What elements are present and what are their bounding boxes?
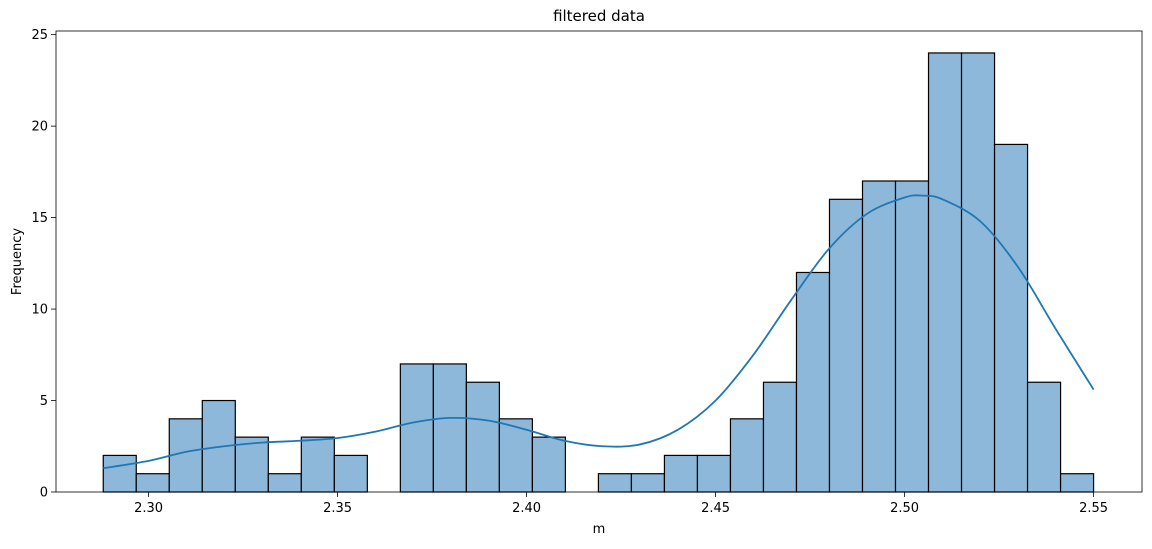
- x-axis-title: m: [593, 522, 606, 537]
- kde-layer: [103, 194, 1095, 470]
- x-tick-label: 2.45: [701, 501, 730, 516]
- histogram-bar: [300, 436, 335, 493]
- histogram-bar: [960, 52, 996, 493]
- x-tick-label: 2.55: [1079, 501, 1108, 516]
- x-axis: 2.30 2.35 2.40 2.45 2.50 2.55: [134, 492, 1108, 516]
- histogram-bar: [894, 180, 930, 493]
- histogram-bar: [696, 454, 732, 493]
- y-tick-label: 20: [31, 120, 48, 135]
- y-axis-title: Frequency: [10, 228, 25, 295]
- histogram-bar: [630, 473, 666, 493]
- x-tick-label: 2.30: [134, 501, 163, 516]
- histogram-bar: [927, 52, 963, 493]
- chart-title: filtered data: [553, 7, 645, 25]
- histogram-bar: [861, 180, 897, 493]
- histogram-bar: [531, 436, 567, 493]
- histogram-bar: [333, 454, 368, 493]
- y-tick-label: 10: [31, 303, 48, 318]
- histogram-bar: [993, 143, 1029, 493]
- plot-frame: [55, 30, 1143, 493]
- histogram-bar: [597, 473, 633, 493]
- histogram-bar: [267, 473, 302, 493]
- histogram-bar: [135, 473, 170, 493]
- y-tick-label: 5: [40, 394, 48, 409]
- histogram-bar: [465, 381, 500, 493]
- histogram-bar: [399, 363, 434, 493]
- histogram-bar: [102, 454, 137, 493]
- y-axis: 0 5 10 15 20 25: [31, 28, 56, 501]
- y-tick-label: 0: [40, 486, 48, 501]
- bars-layer: [102, 52, 1095, 493]
- histogram-bar: [1059, 473, 1095, 493]
- histogram-bar: [1026, 381, 1062, 493]
- y-tick-label: 25: [31, 28, 48, 43]
- histogram-bar: [795, 271, 831, 493]
- x-tick-label: 2.35: [323, 501, 352, 516]
- histogram-bar: [762, 381, 798, 493]
- histogram-bar: [663, 454, 699, 493]
- histogram-bar: [432, 363, 467, 493]
- kde-line: [103, 194, 1095, 470]
- y-tick-label: 15: [31, 211, 48, 226]
- x-tick-label: 2.40: [512, 501, 541, 516]
- x-tick-label: 2.50: [890, 501, 919, 516]
- histogram-bar: [729, 418, 765, 493]
